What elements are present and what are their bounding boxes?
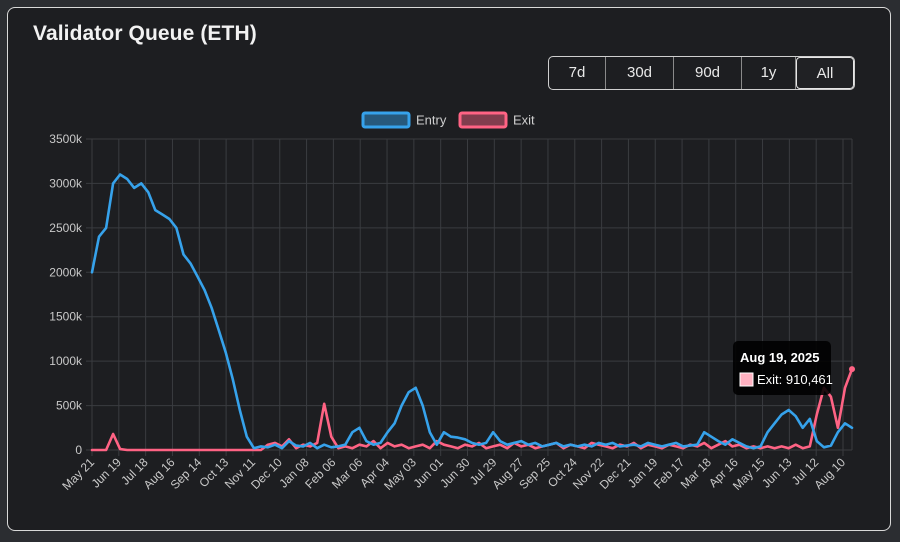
x-tick-label: May 21 xyxy=(59,455,97,493)
x-tick-label: Jun 19 xyxy=(89,455,125,491)
y-tick-label: 2500k xyxy=(49,221,83,235)
tooltip-swatch xyxy=(739,372,754,387)
x-tick-label: Sep 14 xyxy=(168,455,205,492)
range-button-1y[interactable]: 1y xyxy=(742,57,796,89)
y-tick-label: 0 xyxy=(75,443,82,457)
page-title: Validator Queue (ETH) xyxy=(33,22,257,45)
chart-grid xyxy=(86,138,853,456)
y-tick-label: 3500k xyxy=(49,132,83,146)
legend-swatch-entry[interactable] xyxy=(361,111,411,129)
legend-label-entry[interactable]: Entry xyxy=(416,113,447,128)
series-line-exit xyxy=(90,367,854,452)
legend-swatch-exit[interactable] xyxy=(458,111,508,129)
chart-series xyxy=(90,173,855,452)
x-tick-label: Mar 18 xyxy=(678,455,715,492)
y-tick-label: 500k xyxy=(56,399,83,413)
legend: Entry Exit xyxy=(361,111,535,129)
tooltip: Aug 19, 2025 Exit: 910,461 xyxy=(733,341,833,395)
y-axis: 0 500k 1000k 1500k 2000k 2500k 3000k 3500k xyxy=(49,132,83,457)
x-tick-label: Dec 21 xyxy=(597,455,634,492)
x-tick-label: Mar 06 xyxy=(329,455,366,492)
series-line-entry xyxy=(90,173,854,450)
tooltip-date: Aug 19, 2025 xyxy=(740,350,820,365)
y-tick-label: 2000k xyxy=(49,265,83,279)
hover-point xyxy=(849,366,855,373)
y-tick-label: 3000k xyxy=(49,176,83,190)
y-tick-label: 1500k xyxy=(49,310,83,324)
x-tick-label: Dec 10 xyxy=(248,455,285,492)
y-tick-label: 1000k xyxy=(49,354,83,368)
x-tick-label: Aug 10 xyxy=(811,455,848,492)
x-tick-label: Jun 30 xyxy=(437,455,473,491)
legend-label-exit[interactable]: Exit xyxy=(513,113,535,128)
range-button-30d[interactable]: 30d xyxy=(606,57,674,89)
range-button-7d[interactable]: 7d xyxy=(549,57,606,89)
range-button-all[interactable]: All xyxy=(796,57,854,89)
tooltip-value: Exit: 910,461 xyxy=(757,372,833,387)
range-button-90d[interactable]: 90d xyxy=(674,57,742,89)
x-tick-label: Sep 25 xyxy=(516,455,553,492)
x-tick-label: Jun 13 xyxy=(759,455,795,491)
range-selector: 7d 30d 90d 1y All xyxy=(548,56,855,90)
